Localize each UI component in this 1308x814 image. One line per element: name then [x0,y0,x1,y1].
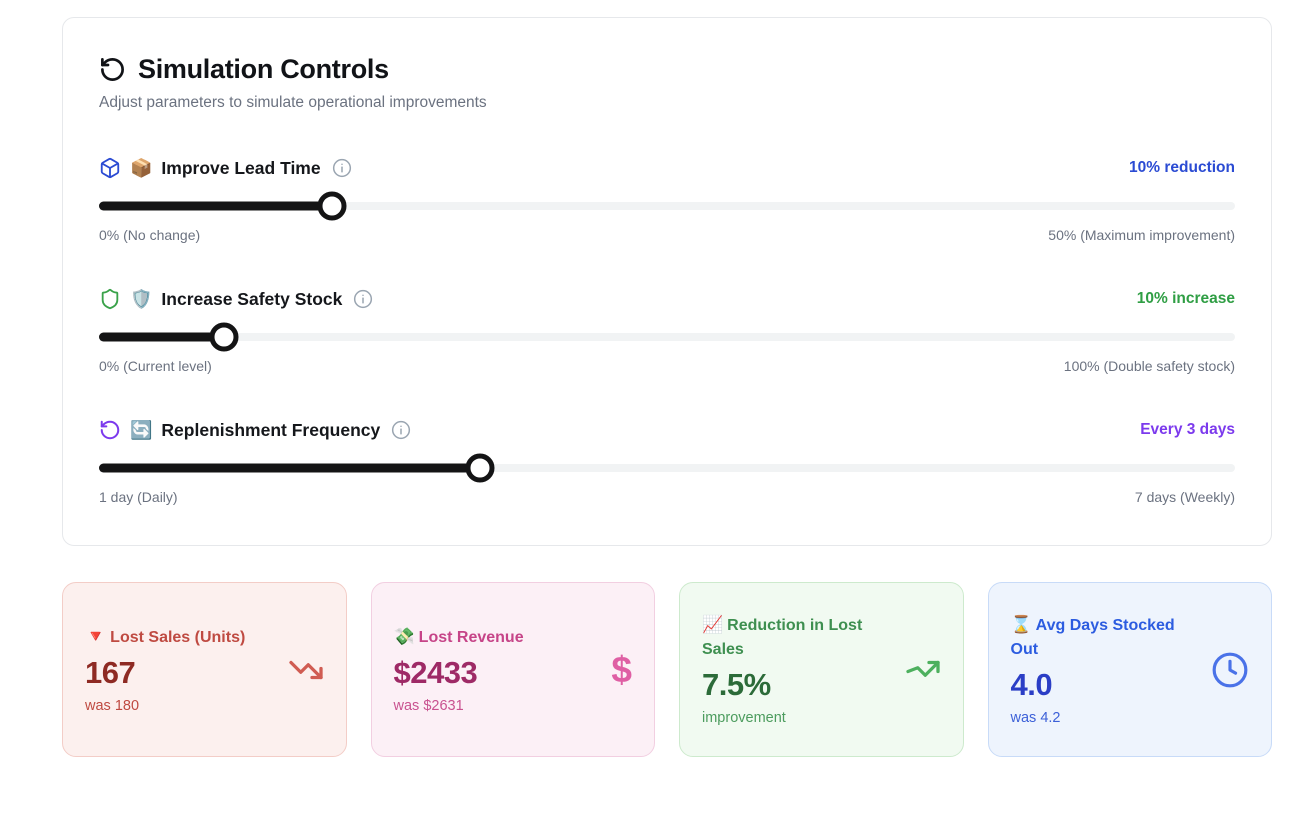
chart-up-emoji: 📈 [702,615,724,635]
hourglass-emoji: ⌛ [1010,615,1032,635]
slider-fill [99,201,332,211]
metric-title-text: Lost Revenue [418,628,524,646]
slider-min-label: 1 day (Daily) [99,489,178,505]
info-icon[interactable] [332,158,352,178]
metric-card-reduction: 📈 Reduction in Lost Sales 7.5% improvemen… [679,582,964,757]
metric-card-stockout-days: ⌛ Avg Days Stocked Out 4.0 was 4.2 [987,582,1272,757]
metric-value: $2433 [393,655,478,691]
slider-fill [99,463,480,473]
metric-subtext: was 4.2 [1010,709,1061,726]
safety-stock-slider[interactable] [99,322,1235,352]
metric-title: 📈 Reduction in Lost Sales [702,613,870,661]
rotate-ccw-icon [99,56,126,83]
metric-card-lost-revenue: 💸 Lost Revenue $2433 was $2631 $ [370,582,655,757]
slider-min-label: 0% (Current level) [99,358,212,374]
metric-subtext: was $2631 [393,698,464,715]
slider-label: Increase Safety Stock [161,288,343,309]
panel-header: Simulation Controls [99,54,1235,85]
slider-min-label: 0% (No change) [99,227,201,243]
metric-card-lost-sales: 🔻 Lost Sales (Units) 167 was 180 [62,582,347,757]
safety-stock-slider-group: 🛡️ Increase Safety Stock 10% increase 0%… [99,288,1235,374]
metrics-row: 🔻 Lost Sales (Units) 167 was 180 💸 Lost Re… [62,582,1272,757]
slider-handle[interactable] [317,191,347,221]
metric-subtext: improvement [702,709,786,726]
metric-title-text: Reduction in Lost Sales [702,617,863,658]
trend-up-icon [905,652,941,688]
replenishment-slider-group: 🔄 Replenishment Frequency Every 3 days 1… [99,419,1235,505]
slider-handle[interactable] [465,453,495,483]
dollar-icon: $ [611,648,632,690]
metric-title: ⌛ Avg Days Stocked Out [1011,613,1179,661]
slider-track[interactable] [99,202,1235,210]
trend-down-icon [288,652,324,688]
panel-title: Simulation Controls [138,54,389,84]
down-triangle-emoji: 🔻 [85,626,107,646]
replenishment-slider[interactable] [99,453,1235,483]
metric-title: 🔻 Lost Sales (Units) [85,625,245,650]
shield-icon [99,288,121,310]
slider-fill [99,332,224,342]
lead-time-slider-group: 📦 Improve Lead Time 10% reduction 0% (No… [99,157,1235,243]
metric-title: 💸 Lost Revenue [394,625,524,650]
money-wings-emoji: 💸 [393,626,415,646]
info-icon[interactable] [391,420,411,440]
refresh-arrows-emoji: 🔄 [130,420,153,440]
clock-icon [1211,651,1249,689]
slider-max-label: 100% (Double safety stock) [1063,358,1235,374]
slider-label: Improve Lead Time [161,157,321,178]
metric-title-text: Avg Days Stocked Out [1010,617,1175,658]
slider-handle[interactable] [209,322,239,352]
slider-value: Every 3 days [1140,421,1235,438]
metric-subtext: was 180 [85,698,140,715]
box-icon [99,157,121,179]
slider-value: 10% reduction [1129,159,1235,176]
info-icon[interactable] [353,289,373,309]
metric-value: 167 [85,655,136,691]
slider-label: Replenishment Frequency [161,419,381,440]
metric-value: 7.5% [702,666,771,702]
panel-subtitle: Adjust parameters to simulate operationa… [99,94,487,111]
slider-value: 10% increase [1136,290,1235,307]
lead-time-slider[interactable] [99,191,1235,221]
shield-emoji: 🛡️ [130,289,153,309]
package-emoji: 📦 [130,158,153,178]
rotate-ccw-icon [99,419,121,441]
slider-track[interactable] [99,464,1235,472]
metric-title-text: Lost Sales (Units) [110,628,246,646]
metric-value: 4.0 [1010,666,1053,702]
slider-max-label: 7 days (Weekly) [1134,489,1235,505]
slider-track[interactable] [99,333,1235,341]
slider-max-label: 50% (Maximum improvement) [1048,227,1235,243]
simulation-controls-panel: Simulation Controls Adjust parameters to… [62,17,1272,546]
